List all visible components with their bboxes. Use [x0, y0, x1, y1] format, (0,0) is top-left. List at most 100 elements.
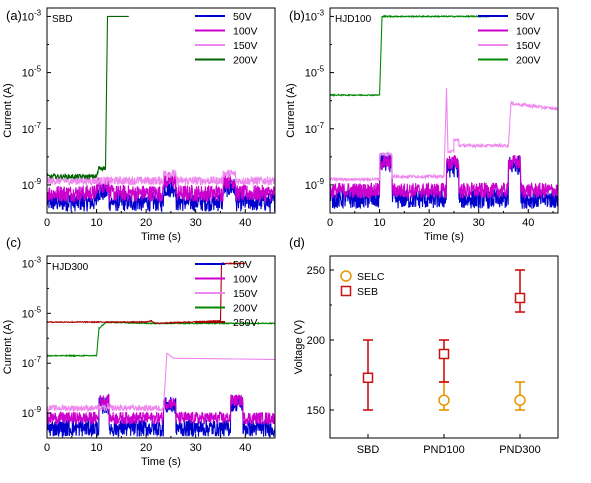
y-tick-label: 10	[305, 124, 317, 136]
x-tick-label: 20	[140, 217, 152, 229]
x-category-label: PND100	[423, 444, 465, 456]
legend-label-150V: 150V	[516, 40, 541, 52]
legend-label-100V: 100V	[233, 274, 258, 286]
inner-sample-label: HJD100	[335, 14, 372, 25]
y-tick-exponent: -9	[34, 177, 42, 186]
x-axis-label: Time (s)	[141, 456, 181, 468]
y-tick-label: 10	[22, 180, 34, 192]
axes-frame	[46, 7, 276, 214]
axes-frame	[46, 255, 276, 439]
axes-frame	[329, 7, 559, 214]
y-tick-label: 150	[307, 405, 325, 417]
y-tick-exponent: -3	[34, 8, 42, 17]
x-tick-label: 10	[90, 217, 102, 229]
series-line-250V	[47, 261, 246, 325]
plot-area	[47, 15, 275, 213]
series-line-150V	[330, 88, 558, 183]
x-tick-label: 0	[44, 442, 50, 454]
x-tick-label: 10	[373, 217, 385, 229]
y-tick-label: 200	[307, 335, 325, 347]
x-category-label: PND300	[499, 444, 541, 456]
series-line-150V	[47, 169, 275, 187]
marker-SEB	[362, 372, 374, 384]
marker-SELC	[514, 394, 526, 406]
marker-SEB	[438, 348, 450, 360]
plot-area	[330, 14, 558, 210]
x-tick-label: 20	[140, 442, 152, 454]
y-tick-label: 10	[22, 408, 34, 420]
y-tick-exponent: -5	[317, 65, 325, 74]
y-axis-label: Current (A)	[2, 320, 14, 374]
x-tick-label: 30	[473, 217, 485, 229]
marker-SEB	[514, 292, 526, 304]
x-tick-label: 30	[190, 217, 202, 229]
x-category-label: SBD	[357, 444, 380, 456]
x-tick-label: 40	[239, 442, 251, 454]
marker-SELC	[438, 394, 450, 406]
panel-3: SBD PND100 PND300 150 200 250 Voltage (V) (d) SE…	[289, 235, 559, 456]
legend-label-50V: 50V	[233, 259, 252, 271]
legend-label-100V: 100V	[516, 26, 541, 38]
x-tick-label: 10	[90, 442, 102, 454]
y-tick-label: 10	[305, 68, 317, 80]
legend-label-50V: 50V	[516, 11, 535, 23]
legend-label-250V: 250V	[233, 317, 258, 329]
legend-label-SEB: SEB	[357, 286, 378, 298]
x-tick-label: 40	[522, 217, 534, 229]
y-axis-label: Voltage (V)	[293, 320, 305, 374]
y-tick-label: 250	[307, 265, 325, 277]
legend-label-50V: 50V	[233, 11, 252, 23]
series-line-100V	[330, 154, 558, 200]
y-tick-label: 10	[22, 308, 34, 320]
x-tick-label: 30	[190, 442, 202, 454]
legend-label-200V: 200V	[233, 55, 258, 67]
x-tick-label: 0	[44, 217, 50, 229]
panel-label: (d)	[289, 235, 305, 250]
panel-label: (c)	[6, 235, 21, 250]
y-tick-exponent: -9	[317, 177, 325, 186]
legend-label-150V: 150V	[233, 40, 258, 52]
series-line-100V	[47, 171, 275, 204]
inner-sample-label: HJD300	[52, 262, 89, 273]
legend-label-200V: 200V	[233, 303, 258, 315]
series-line-100V	[47, 393, 275, 427]
legend-label-150V: 150V	[233, 288, 258, 300]
legend-label-100V: 100V	[233, 26, 258, 38]
x-tick-label: 40	[239, 217, 251, 229]
y-tick-exponent: -7	[34, 355, 42, 364]
y-axis-label: Current (A)	[285, 83, 297, 137]
legend-label-200V: 200V	[516, 55, 541, 67]
y-tick-exponent: -5	[34, 305, 42, 314]
y-tick-label: 10	[305, 180, 317, 192]
legend-label-SELC: SELC	[357, 271, 385, 283]
y-tick-exponent: -9	[34, 405, 42, 414]
plot-area	[47, 261, 275, 438]
y-tick-label: 10	[305, 11, 317, 23]
y-tick-label: 10	[22, 11, 34, 23]
y-tick-exponent: -7	[317, 121, 325, 130]
panel-label: (a)	[6, 8, 22, 23]
y-tick-label: 10	[22, 68, 34, 80]
inner-sample-label: SBD	[52, 14, 73, 25]
x-axis-label: Time (s)	[141, 231, 181, 243]
legend-marker-SEB	[340, 285, 352, 297]
x-axis-label: Time (s)	[424, 231, 464, 243]
y-axis-label: Current (A)	[2, 83, 14, 137]
series-line-200V	[47, 15, 129, 180]
series-line-150V	[47, 352, 275, 414]
y-tick-label: 10	[22, 124, 34, 136]
legend-marker-SELC	[340, 270, 352, 282]
y-tick-exponent: -3	[34, 255, 42, 264]
y-tick-label: 10	[22, 358, 34, 370]
y-tick-exponent: -7	[34, 121, 42, 130]
y-tick-exponent: -5	[34, 65, 42, 74]
series-line-200V	[330, 14, 490, 97]
y-tick-label: 10	[22, 258, 34, 270]
y-tick-exponent: -3	[317, 8, 325, 17]
x-tick-label: 20	[423, 217, 435, 229]
x-tick-label: 0	[327, 217, 333, 229]
